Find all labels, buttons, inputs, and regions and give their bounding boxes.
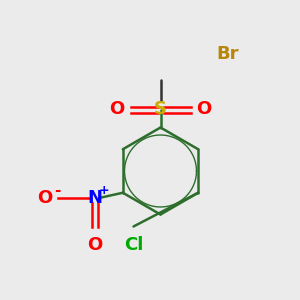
Text: +: + [98, 184, 109, 197]
Text: O: O [87, 236, 102, 253]
Text: Cl: Cl [124, 236, 143, 253]
Text: O: O [109, 100, 124, 118]
Text: O: O [37, 189, 52, 207]
Text: O: O [196, 100, 212, 118]
Text: -: - [54, 183, 60, 198]
Text: N: N [87, 189, 102, 207]
Text: S: S [154, 100, 167, 118]
Text: Br: Br [216, 45, 239, 63]
